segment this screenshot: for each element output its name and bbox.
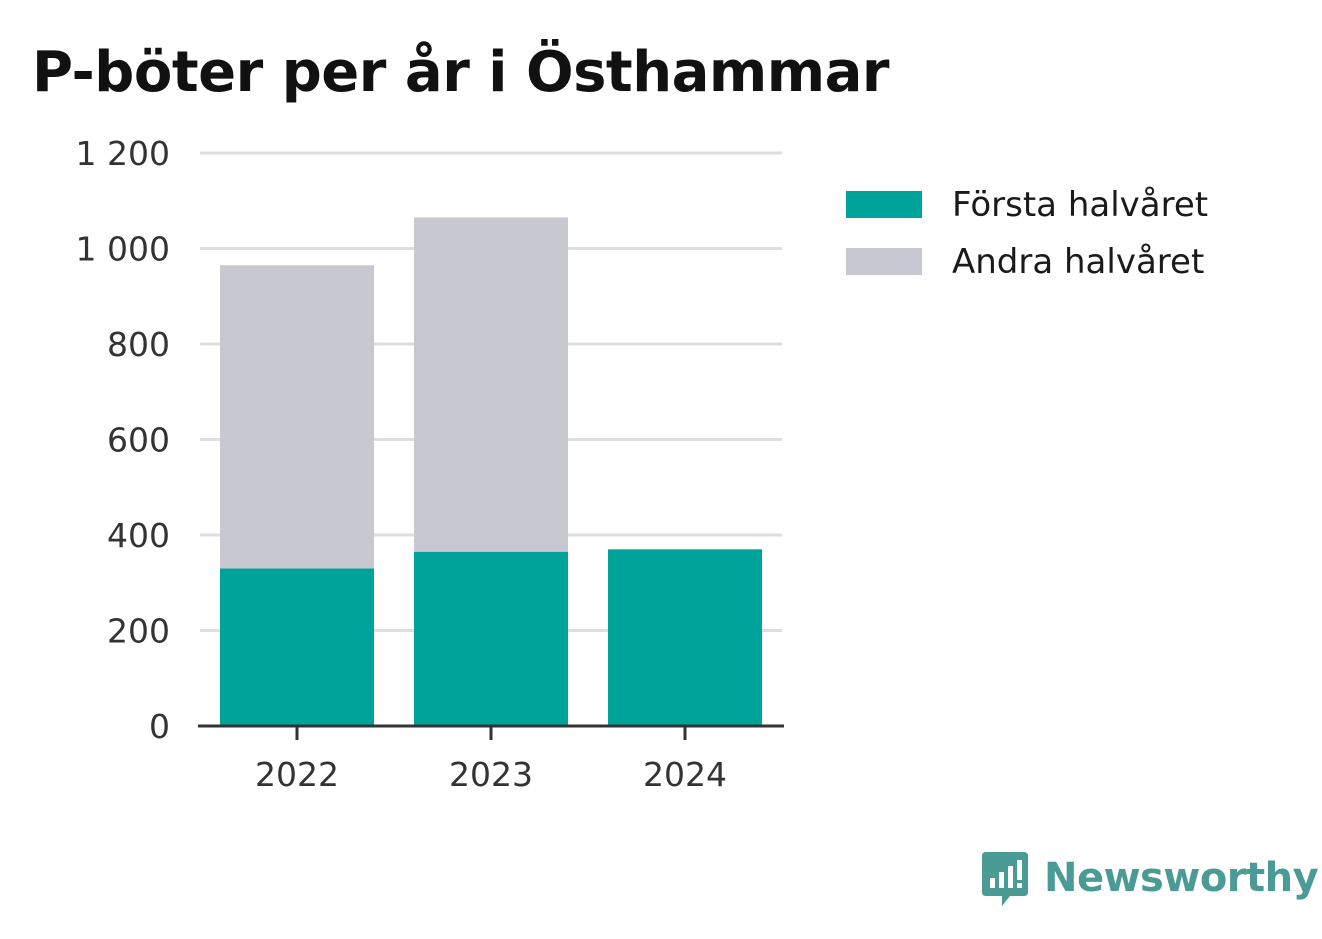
bar-2023-first-half[interactable] — [414, 551, 568, 726]
x-tick-label: 2022 — [255, 755, 339, 794]
brand-logo[interactable]: Newsworthy — [980, 848, 1319, 908]
y-tick-label: 600 — [107, 421, 170, 460]
y-tick-label: 0 — [149, 707, 170, 746]
brand-name: Newsworthy — [1044, 855, 1319, 901]
legend-label-second-half: Andra halvåret — [952, 241, 1205, 282]
legend-item-second-half[interactable]: Andra halvåret — [846, 233, 1208, 290]
y-tick-label: 400 — [107, 516, 170, 555]
legend-label-first-half: Första halvåret — [952, 184, 1209, 225]
bar-2024-first-half[interactable] — [608, 549, 762, 726]
bars — [220, 217, 762, 726]
bar-2022-second-half[interactable] — [220, 265, 374, 569]
y-tick-label: 200 — [107, 612, 170, 651]
legend-swatch-second-half — [846, 248, 922, 275]
x-tick-label: 2023 — [449, 755, 533, 794]
y-tick-label: 1 000 — [76, 230, 170, 269]
chart-title: P-böter per år i Östhammar — [32, 40, 889, 105]
legend-item-first-half[interactable]: Första halvåret — [846, 176, 1208, 233]
bar-2023-second-half[interactable] — [414, 217, 568, 552]
legend: Första halvåret Andra halvåret — [846, 176, 1208, 290]
y-tick-label: 800 — [107, 325, 170, 364]
x-tick-label: 2024 — [643, 755, 727, 794]
legend-swatch-first-half — [846, 191, 922, 218]
axes: 0 200 400 600 800 1 000 1 200 2022 2023 2024 — [76, 134, 784, 794]
y-tick-label: 1 200 — [76, 134, 170, 173]
bar-2022-first-half[interactable] — [220, 568, 374, 726]
newsworthy-logo-icon — [982, 852, 1028, 906]
